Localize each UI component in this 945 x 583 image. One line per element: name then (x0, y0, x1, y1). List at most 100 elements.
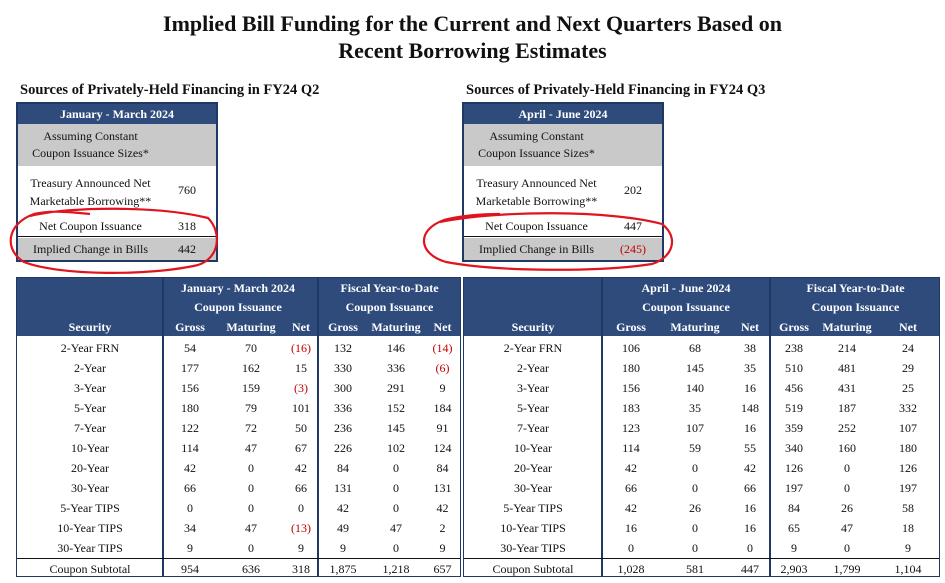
value-cell: 252 (838, 421, 856, 435)
value-cell: 0 (628, 541, 634, 555)
net-coupon-row: Net Coupon Issuance 318 (18, 216, 216, 237)
assumption-row: Assuming Constant Coupon Issuance Sizes* (18, 124, 216, 166)
value-cell: 114 (622, 441, 640, 455)
assumption-row: Assuming Constant Coupon Issuance Sizes* (464, 124, 662, 166)
value-cell: 42 (184, 461, 196, 475)
treasury-borrowing-label: Treasury Announced Net Marketable Borrow… (475, 176, 598, 208)
value-cell: 55 (744, 441, 756, 455)
value-cell: 131 (433, 481, 452, 495)
security-cell: 2-Year (516, 361, 550, 375)
value-cell: 16 (744, 521, 756, 535)
security-cell: 30-Year TIPS (57, 541, 123, 555)
security-header: Security (511, 320, 555, 334)
period-header: April - June 2024 (464, 104, 662, 124)
value-cell: 0 (844, 541, 850, 555)
value-cell: 66 (184, 481, 196, 495)
value-cell: 122 (181, 421, 199, 435)
value-cell: 91 (436, 421, 449, 435)
value-cell: 66 (625, 481, 637, 495)
value-cell: 47 (245, 521, 257, 535)
value-cell: 1,104 (894, 562, 922, 576)
treasury-borrowing-row: Treasury Announced Net Marketable Borrow… (18, 166, 216, 216)
value-cell: 330 (334, 361, 352, 375)
security-cell: Coupon Subtotal (49, 562, 131, 576)
value-cell: 47 (245, 441, 257, 455)
value-cell: 1,028 (617, 562, 645, 576)
table-row: 2-Year FRN 106 68 38 238 214 24 (464, 338, 939, 358)
value-cell: 1,218 (382, 562, 410, 576)
col-net: Net (292, 320, 310, 334)
value-cell: 0 (187, 501, 193, 515)
value-cell: 126 (785, 461, 803, 475)
group1-subtitle: Coupon Issuance (194, 300, 282, 314)
table-row: 10-Year 114 47 67 226 102 124 (17, 438, 460, 458)
value-cell: 318 (292, 562, 310, 576)
security-cell: 10-Year (513, 441, 553, 455)
value-cell: 50 (295, 421, 307, 435)
value-cell: 9 (905, 541, 911, 555)
value-cell: 300 (334, 381, 352, 395)
value-cell: 1,875 (329, 562, 357, 576)
value-cell: 16 (625, 521, 637, 535)
right-summary-box: April - June 2024 Assuming Constant Coup… (462, 102, 664, 262)
value-cell: 25 (902, 381, 914, 395)
group2-subtitle: Coupon Issuance (811, 300, 900, 314)
value-cell: 68 (689, 341, 701, 355)
value-cell: 156 (181, 381, 199, 395)
value-cell: 9 (439, 381, 446, 395)
implied-bills-value: 442 (178, 242, 196, 256)
value-cell: 16 (744, 381, 756, 395)
value-cell: 0 (298, 501, 304, 515)
implied-bills-row: Implied Change in Bills (245) (464, 238, 662, 260)
value-cell: 332 (899, 401, 917, 415)
value-cell: 291 (387, 381, 405, 395)
treasury-borrowing-row: Treasury Announced Net Marketable Borrow… (464, 166, 662, 216)
value-cell: 238 (785, 341, 803, 355)
value-cell: 131 (334, 481, 352, 495)
group1-title: January - March 2024 (180, 281, 296, 295)
table-row: 20-Year 42 0 42 84 0 84 (17, 458, 460, 478)
value-cell: 226 (334, 441, 352, 455)
table-row: 10-Year TIPS 16 0 16 65 47 18 (464, 518, 939, 538)
value-cell: 58 (902, 501, 914, 515)
value-cell: 9 (439, 541, 446, 555)
table-row: 5-Year 183 35 148 519 187 332 (464, 398, 939, 418)
value-cell: 0 (692, 461, 698, 475)
value-cell: 146 (387, 341, 405, 355)
col-fytd-gross: Gross (328, 320, 358, 334)
value-cell: 2,903 (780, 562, 808, 576)
value-cell: (14) (432, 341, 453, 355)
value-cell: 152 (387, 401, 405, 415)
value-cell: 359 (785, 421, 803, 435)
value-cell: 0 (692, 541, 698, 555)
table-row: 7-Year 122 72 50 236 145 91 (17, 418, 460, 438)
value-cell: 34 (184, 521, 196, 535)
value-cell: 42 (295, 461, 307, 475)
treasury-borrowing-value: 760 (178, 183, 196, 197)
value-cell: 9 (298, 541, 304, 555)
value-cell: 156 (622, 381, 640, 395)
table-row: 5-Year TIPS 0 0 0 42 0 42 (17, 498, 460, 518)
security-cell: Coupon Subtotal (492, 562, 574, 576)
value-cell: 0 (844, 481, 850, 495)
security-cell: 5-Year (73, 401, 107, 415)
value-cell: 581 (686, 562, 704, 576)
value-cell: (6) (435, 361, 450, 375)
security-cell: 2-Year FRN (503, 341, 563, 355)
value-cell: 102 (387, 441, 405, 455)
security-cell: 2-Year (73, 361, 107, 375)
security-cell: 30-Year (70, 481, 110, 495)
value-cell: 447 (741, 562, 759, 576)
value-cell: 0 (393, 541, 399, 555)
page-title: Implied Bill Funding for the Current and… (0, 10, 945, 64)
value-cell: 162 (242, 361, 260, 375)
table-row: 30-Year TIPS 0 0 0 9 0 9 (464, 538, 939, 558)
col-fytd-gross: Gross (779, 320, 809, 334)
net-coupon-row: Net Coupon Issuance 447 (464, 216, 662, 237)
value-cell: 35 (689, 401, 701, 415)
table-row: 7-Year 123 107 16 359 252 107 (464, 418, 939, 438)
col-gross: Gross (616, 320, 646, 334)
value-cell: 180 (899, 441, 917, 455)
value-cell: 42 (436, 501, 449, 515)
value-cell: 123 (622, 421, 640, 435)
